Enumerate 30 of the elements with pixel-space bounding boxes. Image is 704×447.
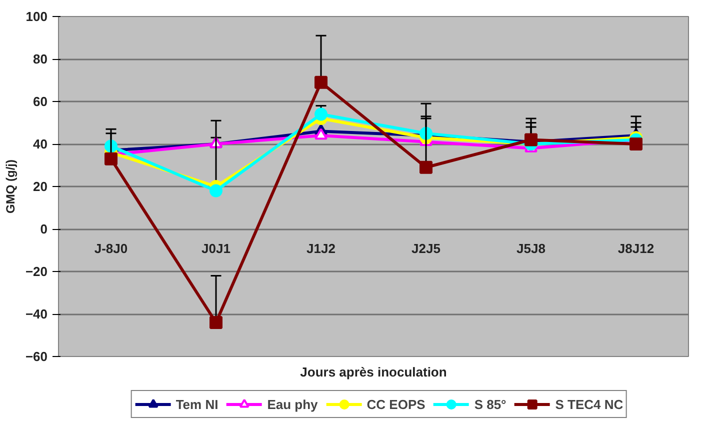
legend-label: Eau phy xyxy=(267,396,318,412)
legend-label: CC EOPS xyxy=(366,396,426,412)
x-tick-label: J-8J0 xyxy=(94,241,128,256)
x-tick-label: J1J2 xyxy=(306,241,336,256)
point xyxy=(104,152,118,166)
point xyxy=(210,184,222,198)
y-tick-label: 20 xyxy=(33,179,48,194)
legend-label: S TEC4 NC xyxy=(555,396,624,412)
y-tick-label: −40 xyxy=(25,306,48,322)
point xyxy=(314,128,328,140)
legend-label: S 85° xyxy=(474,396,506,412)
y-tick-label: −20 xyxy=(25,264,48,279)
y-tick-label: −60 xyxy=(25,349,48,364)
y-tick-label: 0 xyxy=(40,222,48,236)
x-tick-label: J8J12 xyxy=(618,241,654,256)
y-tick-label: 100 xyxy=(26,9,48,24)
y-tick-label: 80 xyxy=(33,52,48,66)
x-axis-title: Jours après inoculation xyxy=(300,364,447,380)
x-tick-label: J5J8 xyxy=(516,241,546,256)
x-tick-label: J2J5 xyxy=(412,241,440,256)
point xyxy=(314,76,328,89)
point xyxy=(630,138,642,150)
x-tick-label: J0J1 xyxy=(202,241,230,256)
legend-label: Tem NI xyxy=(176,396,218,412)
point xyxy=(210,316,222,329)
point xyxy=(420,160,432,174)
y-tick-label: 40 xyxy=(33,136,48,152)
y-axis-title: GMQ (g/j) xyxy=(3,159,18,214)
y-tick-label: 60 xyxy=(33,94,48,109)
point xyxy=(314,108,328,121)
